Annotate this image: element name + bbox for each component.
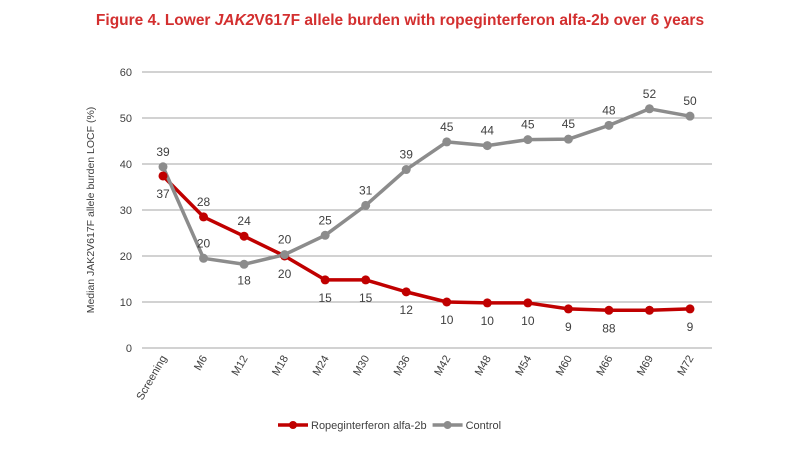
data-label: 24 [237,214,251,228]
data-point [199,212,209,222]
data-label: 45 [521,118,535,132]
data-point [442,297,452,307]
x-tick-label: M24 [311,354,332,379]
data-point [361,200,371,210]
data-point [239,231,249,241]
data-point [685,304,695,314]
y-tick-label: 60 [120,67,132,79]
data-label: 20 [278,267,292,281]
data-point [604,120,614,130]
data-label: 31 [359,183,373,197]
legend-label: Control [466,420,501,432]
data-label: 52 [643,87,657,101]
x-tick-label: M66 [594,354,615,379]
data-label: 20 [278,233,292,247]
data-point [361,275,371,285]
data-label: 15 [359,291,373,305]
data-point [523,135,533,145]
legend-marker [289,421,297,429]
data-point [158,162,168,172]
data-point [199,253,209,263]
data-label: 44 [481,124,495,138]
data-point [280,250,290,260]
data-point [563,134,573,144]
data-point [482,141,492,151]
y-axis-label: Median JAK2V617F allele burden LOCF (%) [85,107,97,314]
data-label: 10 [481,314,495,328]
data-label: 9 [565,320,572,334]
data-label: 48 [602,103,616,117]
legend-label: Ropeginterferon alfa-2b [311,420,427,432]
data-point [644,104,654,114]
x-tick-label: M42 [432,354,453,379]
data-point [239,259,249,269]
x-tick-label: M30 [351,354,372,379]
data-label: 9 [687,320,694,334]
data-label: 39 [156,145,170,159]
data-label: 12 [400,303,414,317]
data-point [401,165,411,175]
x-tick-label: Screening [134,354,169,403]
x-tick-label: M54 [513,354,534,379]
x-tick-label: M36 [392,354,413,379]
data-label: 18 [237,273,251,287]
data-label: 37 [156,187,170,201]
data-label: 28 [197,195,211,209]
y-tick-label: 0 [126,343,132,355]
series-line-1 [161,107,691,267]
y-tick-label: 20 [120,251,132,263]
y-tick-label: 10 [120,297,132,309]
data-label: 10 [521,314,535,328]
data-label: 10 [440,313,454,327]
data-label: 45 [440,120,454,134]
y-tick-label: 30 [120,205,132,217]
data-point [644,305,654,315]
data-label: 45 [562,117,576,131]
data-point [320,275,330,285]
data-point [401,287,411,297]
data-point [158,171,168,181]
data-point [685,111,695,121]
y-tick-label: 40 [120,159,132,171]
x-tick-label: M12 [230,354,251,379]
data-label: 39 [400,148,414,162]
x-tick-label: M18 [270,354,291,379]
data-point [604,305,614,315]
data-label: 25 [318,213,332,227]
data-point [482,298,492,308]
legend-marker [443,421,452,429]
data-label: 20 [197,236,211,250]
data-label: 15 [318,291,332,305]
x-tick-label: M72 [676,354,697,379]
data-point [442,137,452,147]
data-label: 88 [602,321,616,335]
x-tick-label: M6 [192,354,210,373]
x-tick-label: M48 [473,354,494,379]
data-label: 50 [683,94,697,108]
y-tick-label: 50 [120,113,132,125]
chart-title: Figure 4. Lower JAK2V617F allele burden … [95,12,705,29]
series-line-0 [161,174,691,313]
data-point [320,230,330,240]
data-point [563,304,573,314]
x-tick-label: M60 [554,354,575,379]
data-point [523,298,533,308]
x-tick-label: M69 [635,354,656,379]
